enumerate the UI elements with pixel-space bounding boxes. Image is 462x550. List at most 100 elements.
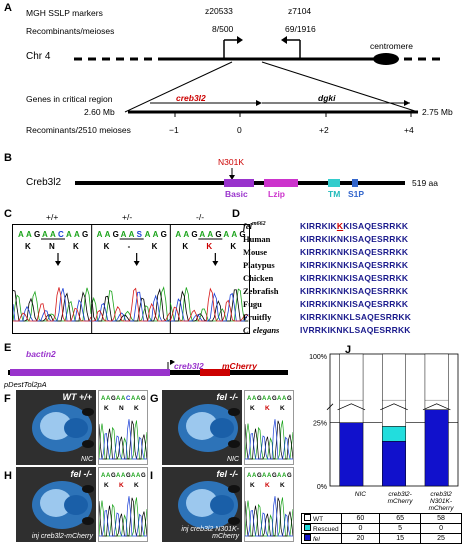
species-name: Fruitfly — [243, 312, 272, 322]
residue: K — [401, 247, 409, 257]
bar-wt — [339, 353, 364, 423]
left-mb: 2.60 Mb — [84, 107, 115, 117]
residue: R — [382, 247, 390, 257]
residue: S — [379, 312, 386, 322]
residue: K — [321, 286, 328, 296]
base-letter: A — [136, 396, 141, 402]
residue: R — [308, 286, 316, 296]
residue: S — [377, 299, 383, 309]
y-axis-break — [326, 403, 334, 411]
domain-lzip — [264, 179, 298, 187]
residue: R — [314, 325, 322, 335]
residue: R — [382, 273, 390, 283]
bottom-label: Recominants/2510 meioses — [26, 125, 131, 135]
residue: K — [401, 273, 409, 283]
species-name: Fugu — [243, 299, 262, 309]
base-letter: A — [252, 473, 257, 479]
base-letter: G — [191, 230, 197, 239]
legend-swatch — [304, 524, 311, 531]
residue: N — [336, 325, 343, 335]
trace-line — [98, 420, 148, 460]
bar-fel — [382, 441, 406, 487]
residue: N — [336, 299, 344, 309]
residue: K — [343, 299, 350, 309]
legend-text: Rescued — [313, 526, 339, 533]
panel-label-h: H — [4, 470, 12, 482]
base-letter: A — [277, 473, 282, 479]
centromere-shape — [373, 53, 399, 65]
residue: I — [327, 247, 331, 257]
base-letter: A — [101, 473, 106, 479]
marker1-ratio: 8/500 — [212, 24, 234, 34]
trace-line — [244, 420, 294, 460]
aa-letter: K — [104, 405, 109, 412]
residue: E — [371, 299, 377, 309]
residue: A — [357, 299, 365, 309]
right-mb: 2.75 Mb — [422, 107, 453, 117]
base-letter: G — [82, 230, 88, 239]
base-letter: A — [199, 230, 205, 239]
base-letter: G — [126, 473, 131, 479]
panel-label-b: B — [4, 152, 12, 164]
residue: A — [357, 234, 365, 244]
table-corner — [302, 490, 342, 514]
residue: I — [306, 273, 309, 283]
aa-letter: K — [250, 482, 255, 489]
residue: E — [371, 260, 377, 270]
base-letter: A — [131, 473, 136, 479]
category-label: NIC — [354, 491, 366, 498]
residue: K — [300, 273, 307, 283]
residue: S — [377, 260, 383, 270]
residue: R — [382, 234, 390, 244]
table-cell: 65 — [379, 513, 422, 524]
residue: K — [321, 273, 328, 283]
residue: S — [352, 273, 358, 283]
trace-line — [99, 419, 147, 460]
tick-label-3: +4 — [404, 125, 414, 135]
residue: S — [352, 260, 358, 270]
residue: R — [389, 299, 396, 309]
residue: R — [392, 312, 399, 322]
base-letter: A — [131, 396, 136, 402]
residue: Q — [364, 234, 372, 244]
trace-line — [244, 497, 294, 537]
residue: I — [306, 299, 309, 309]
residue: I — [327, 286, 331, 296]
table-cell: 0 — [340, 523, 381, 534]
residue: K — [395, 273, 402, 283]
legend-text: WT — [313, 516, 324, 523]
tick-label-1: 0 — [237, 125, 242, 135]
mutation-arrow — [229, 175, 235, 180]
residue: K — [330, 299, 337, 309]
residue: E — [371, 234, 377, 244]
protein-length: 519 aa — [412, 178, 438, 188]
marker2-arrow — [281, 36, 287, 44]
base-letter: G — [257, 396, 262, 402]
residue: K — [343, 260, 350, 270]
residue: K — [330, 221, 337, 231]
base-letter: A — [101, 396, 106, 402]
base-letter: G — [257, 473, 262, 479]
gene2-name: dgki — [318, 93, 336, 103]
trace-line — [13, 290, 91, 322]
sequence-row: KIRRKIKNKISAQESRRKK — [300, 273, 408, 283]
residue: K — [395, 260, 402, 270]
aa-letter: K — [280, 405, 285, 412]
residue: R — [389, 221, 396, 231]
markers-title: MGH SSLP markers — [26, 8, 103, 18]
residue: K — [330, 247, 337, 257]
residue: I — [349, 247, 353, 257]
legend-swatch — [304, 534, 311, 541]
table-cell: 25 — [420, 533, 462, 544]
genes-label: Genes in critical region — [26, 94, 113, 104]
trace-line — [170, 289, 249, 322]
trace-line — [91, 291, 170, 322]
base-letter: A — [74, 230, 80, 239]
condition-label: inj creb3l2-mCherry — [31, 533, 93, 540]
base-letter: A — [207, 230, 213, 239]
residue: R — [308, 234, 316, 244]
residue: R — [315, 312, 322, 322]
residue: N — [336, 312, 344, 322]
residue: I — [349, 260, 353, 270]
